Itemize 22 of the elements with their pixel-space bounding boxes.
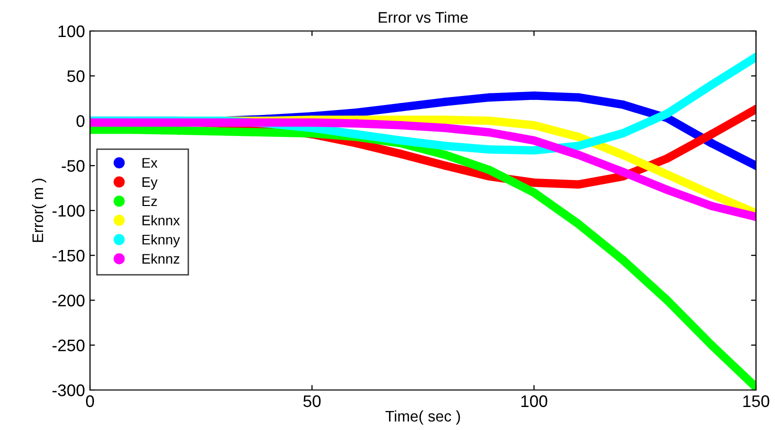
y-tick-label: -150 [52,250,84,262]
y-axis-title: Error( m ) [32,178,46,242]
legend-label: Eknnx [142,215,180,226]
y-tick-label: 0 [76,115,84,127]
x-tick-label: 150 [743,395,770,408]
y-tick-label: 100 [58,25,84,38]
y-tick-label: 50 [67,70,84,82]
y-tick-label: -250 [52,340,84,352]
legend-label: Ey [142,177,158,190]
y-tick-label: -200 [52,294,84,306]
y-tick-label: -300 [52,384,84,396]
legend-label: Eknnz [142,254,180,264]
x-tick-label: 100 [521,395,548,408]
x-tick-label: 0 [86,395,94,408]
chart-title: Error vs Time [378,12,468,23]
x-axis-title: Time( sec ) [385,410,460,425]
legend-label: Ez [142,196,157,206]
legend-label: Eknny [142,234,180,248]
legend-label: Ex [142,158,158,168]
y-tick-label: -100 [52,204,84,217]
x-tick-label: 50 [303,395,321,408]
y-tick-label: -50 [62,160,84,172]
